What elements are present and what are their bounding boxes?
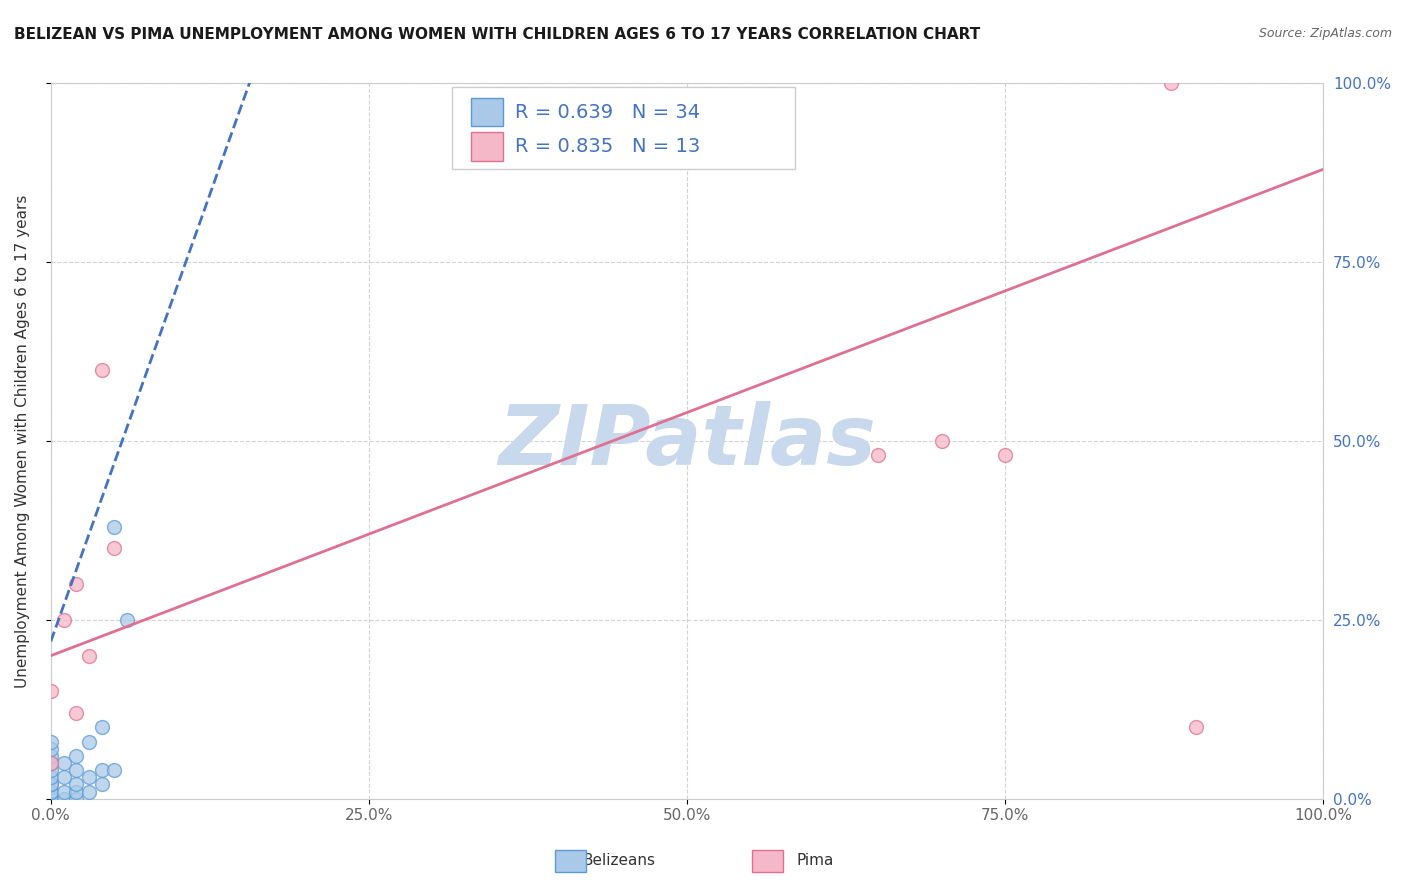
Point xyxy=(39,791,62,805)
Point xyxy=(39,791,62,805)
Point xyxy=(39,734,62,748)
Point xyxy=(866,449,889,463)
Point xyxy=(103,763,125,777)
Text: Belizeans: Belizeans xyxy=(582,854,655,868)
Text: Pima: Pima xyxy=(797,854,834,868)
Text: R = 0.835   N = 13: R = 0.835 N = 13 xyxy=(515,136,700,156)
Point xyxy=(39,791,62,805)
Point xyxy=(65,791,87,805)
Point xyxy=(39,791,62,805)
Point xyxy=(39,763,62,777)
Point xyxy=(39,748,62,763)
Point xyxy=(90,720,112,734)
Point xyxy=(39,791,62,805)
Point xyxy=(1160,77,1182,91)
Point xyxy=(115,613,138,627)
Y-axis label: Unemployment Among Women with Children Ages 6 to 17 years: Unemployment Among Women with Children A… xyxy=(15,194,30,688)
Point xyxy=(39,756,62,770)
Point xyxy=(52,613,75,627)
Text: R = 0.639   N = 34: R = 0.639 N = 34 xyxy=(515,103,700,121)
Point xyxy=(65,777,87,791)
Point xyxy=(39,756,62,770)
Point xyxy=(77,784,100,798)
Point xyxy=(931,434,953,449)
Point xyxy=(994,449,1017,463)
Point xyxy=(52,770,75,784)
Point xyxy=(39,784,62,798)
Bar xyxy=(471,132,502,161)
Point xyxy=(39,741,62,756)
Point xyxy=(52,784,75,798)
Point xyxy=(39,784,62,798)
Point xyxy=(103,520,125,534)
Text: Source: ZipAtlas.com: Source: ZipAtlas.com xyxy=(1258,27,1392,40)
Bar xyxy=(471,98,502,127)
FancyBboxPatch shape xyxy=(451,87,796,169)
Point xyxy=(65,748,87,763)
Point xyxy=(90,763,112,777)
Point xyxy=(103,541,125,556)
Text: ZIPatlas: ZIPatlas xyxy=(498,401,876,482)
Point xyxy=(39,770,62,784)
Point xyxy=(39,791,62,805)
Point xyxy=(1185,720,1208,734)
Point xyxy=(77,734,100,748)
Point xyxy=(39,684,62,698)
Point xyxy=(52,791,75,805)
Text: BELIZEAN VS PIMA UNEMPLOYMENT AMONG WOMEN WITH CHILDREN AGES 6 TO 17 YEARS CORRE: BELIZEAN VS PIMA UNEMPLOYMENT AMONG WOME… xyxy=(14,27,980,42)
Point xyxy=(77,648,100,663)
Point xyxy=(65,784,87,798)
Point xyxy=(39,777,62,791)
Point xyxy=(39,777,62,791)
Point xyxy=(65,577,87,591)
Point xyxy=(77,770,100,784)
Point xyxy=(90,777,112,791)
Point xyxy=(52,756,75,770)
Point xyxy=(90,362,112,376)
Point xyxy=(65,706,87,720)
Point xyxy=(65,763,87,777)
